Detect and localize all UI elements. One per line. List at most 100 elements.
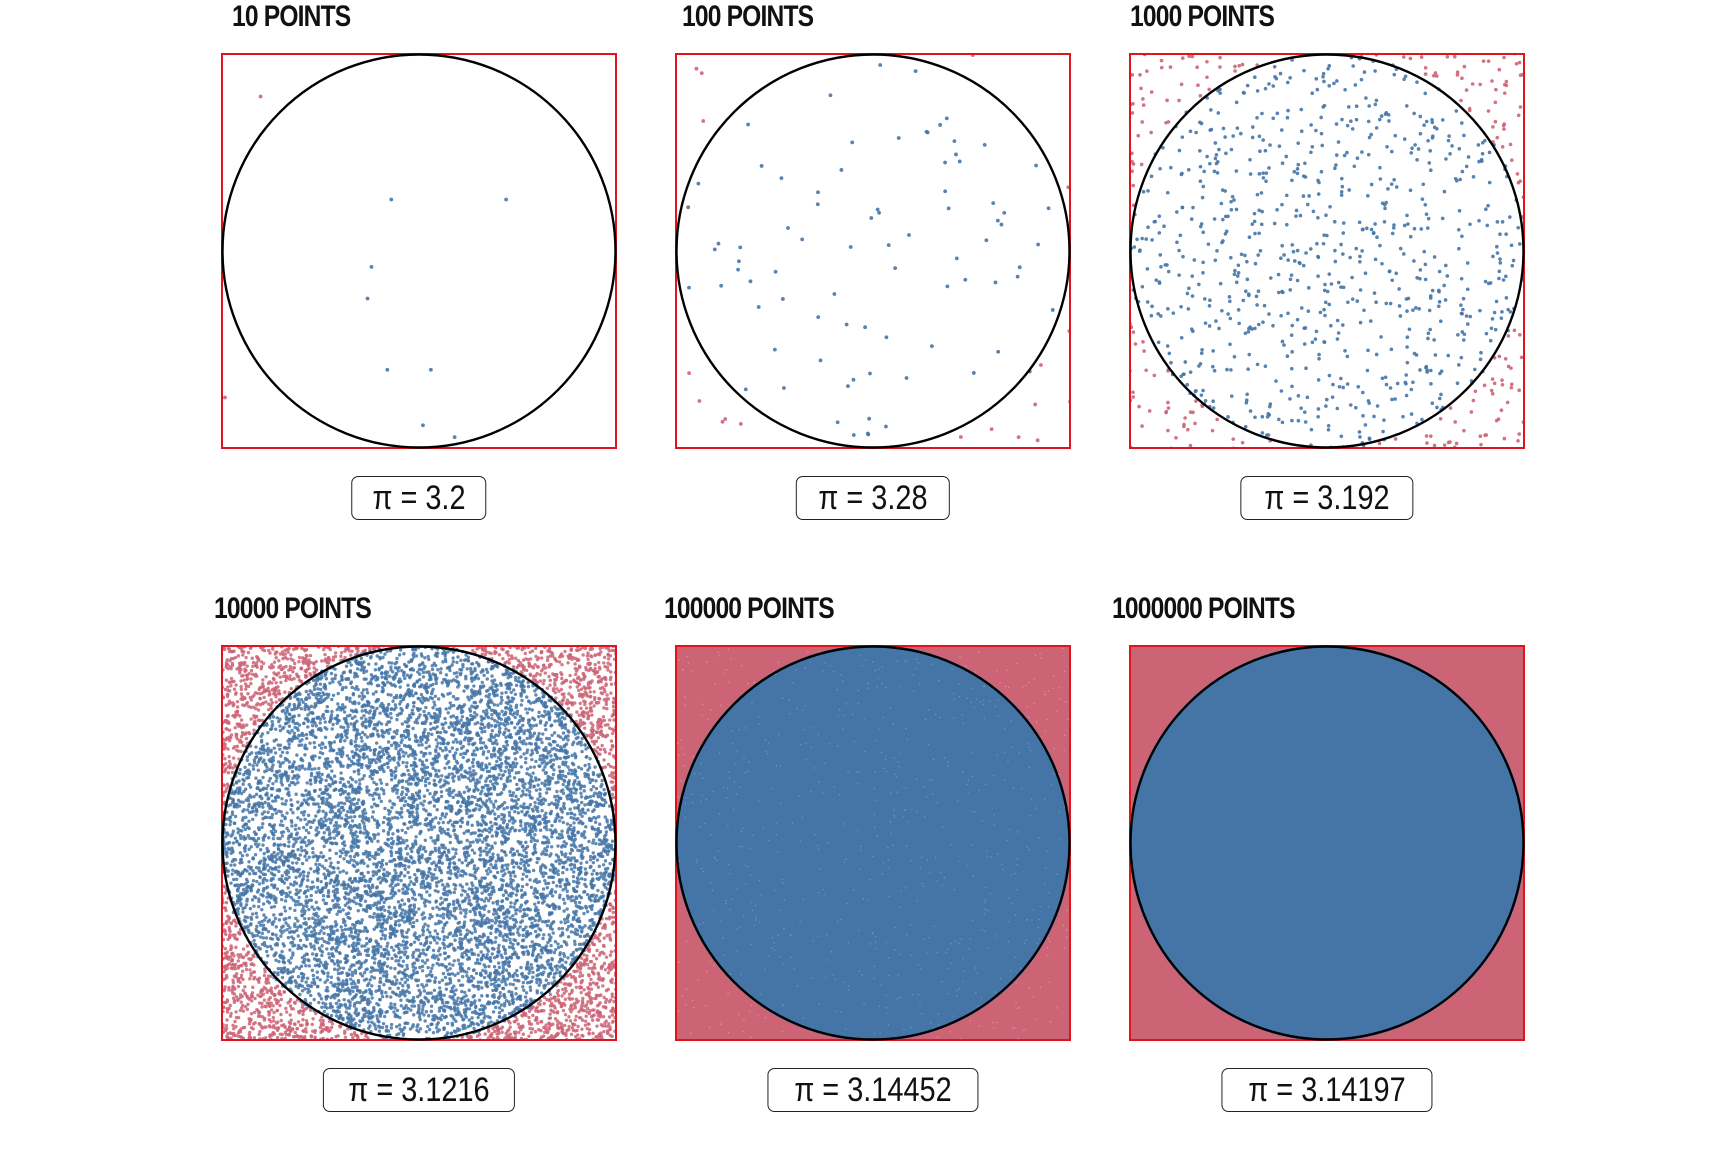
inside-point <box>565 822 570 826</box>
inside-point <box>1296 141 1301 145</box>
inside-point <box>1211 406 1216 410</box>
inside-point <box>265 878 269 883</box>
outside-point <box>529 1022 534 1026</box>
inside-point <box>502 807 506 811</box>
inside-point <box>1500 310 1504 314</box>
inside-point <box>348 934 352 938</box>
outside-point <box>1479 442 1483 447</box>
inside-point <box>1255 303 1259 307</box>
inside-point <box>338 870 342 874</box>
outside-point <box>1186 427 1190 432</box>
inside-point <box>337 999 341 1003</box>
outside-point <box>1419 55 1424 59</box>
inside-point <box>311 973 316 978</box>
inside-point <box>297 895 301 900</box>
outside-point <box>248 968 252 972</box>
inside-point <box>460 954 464 959</box>
inside-point <box>508 905 513 909</box>
outside-point <box>611 1006 615 1010</box>
inside-point <box>1267 166 1271 170</box>
inside-point <box>476 720 480 725</box>
inside-point <box>1442 283 1446 288</box>
inside-point <box>342 802 347 806</box>
inside-point <box>308 925 312 929</box>
outside-point <box>592 690 596 694</box>
inside-point <box>1220 308 1224 313</box>
inside-point <box>818 358 823 363</box>
inside-point <box>476 676 481 681</box>
inside-point <box>1326 427 1331 432</box>
inside-point <box>317 809 321 813</box>
inside-point <box>582 911 586 916</box>
inside-point <box>521 933 525 938</box>
inside-point <box>322 939 326 944</box>
inside-point <box>342 886 346 891</box>
inside-point <box>458 883 463 887</box>
inside-point <box>1356 384 1361 389</box>
inside-point <box>374 662 378 666</box>
inside-point <box>475 761 480 765</box>
inside-point <box>459 840 463 844</box>
inside-point <box>349 776 353 780</box>
inside-point <box>1383 375 1388 380</box>
inside-point <box>317 794 321 798</box>
inside-point <box>426 731 431 736</box>
inside-point <box>1321 74 1325 79</box>
inside-point <box>482 975 487 980</box>
inside-point <box>1384 110 1389 115</box>
inside-point <box>377 1029 382 1033</box>
inside-point <box>1182 372 1186 376</box>
inside-point <box>569 930 574 934</box>
inside-point <box>1445 274 1450 278</box>
inside-point <box>325 797 329 801</box>
outside-point <box>284 678 288 683</box>
inside-point <box>317 766 321 771</box>
inside-point <box>298 938 303 943</box>
outside-point <box>245 723 249 727</box>
inside-point <box>1274 76 1279 81</box>
inside-point <box>269 905 274 909</box>
inside-point <box>1175 240 1179 245</box>
inside-point <box>317 1000 321 1005</box>
outside-point <box>349 653 353 657</box>
inside-point <box>1465 261 1470 265</box>
outside-point <box>253 996 257 1001</box>
inside-point <box>1403 74 1408 79</box>
outside-point <box>1142 349 1146 353</box>
unit-circle-outline <box>675 53 1071 449</box>
inside-point <box>1464 314 1469 318</box>
inside-point <box>475 945 480 949</box>
outside-point <box>475 647 479 651</box>
inside-point <box>385 367 390 372</box>
inside-point <box>1253 415 1257 420</box>
inside-point <box>1226 214 1230 219</box>
inside-point <box>566 771 571 776</box>
outside-point <box>279 1012 283 1017</box>
inside-point <box>1296 162 1301 167</box>
outside-point <box>1139 162 1144 167</box>
inside-point <box>1264 179 1268 184</box>
inside-point <box>305 858 309 862</box>
inside-point <box>943 160 947 165</box>
inside-point <box>1341 285 1346 290</box>
inside-point <box>1181 254 1185 259</box>
inside-point <box>308 1001 313 1006</box>
inside-point <box>1304 251 1308 255</box>
inside-point <box>579 743 583 747</box>
inside-point <box>372 723 377 727</box>
inside-point <box>335 833 339 837</box>
outside-point <box>567 692 571 696</box>
inside-point <box>1326 423 1331 428</box>
inside-point <box>1490 317 1495 321</box>
inside-point <box>304 895 309 899</box>
inside-point <box>380 664 384 669</box>
outside-point <box>1231 437 1236 441</box>
inside-point <box>429 721 433 726</box>
inside-point <box>1213 156 1218 161</box>
inside-point <box>580 850 584 854</box>
inside-point <box>1367 436 1372 441</box>
inside-point <box>1366 119 1371 124</box>
inside-point <box>1387 119 1391 123</box>
inside-point <box>1380 261 1384 266</box>
inside-point <box>480 680 485 685</box>
